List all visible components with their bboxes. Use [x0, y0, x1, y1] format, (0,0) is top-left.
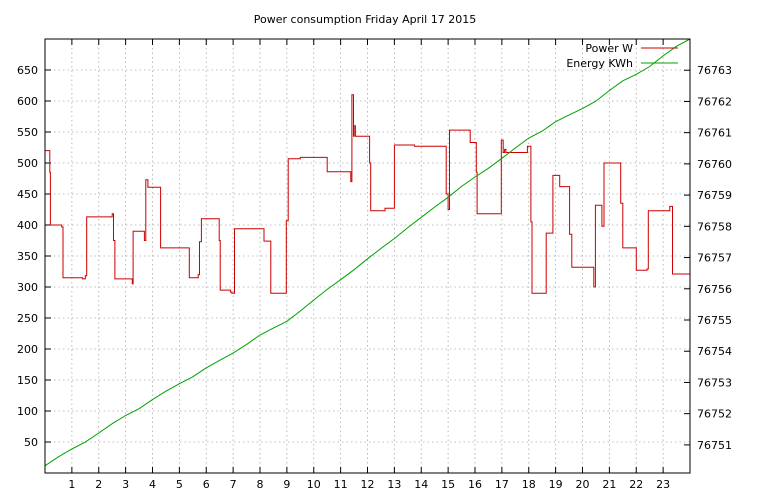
- y2-tick-label: 76752: [697, 408, 732, 421]
- y-tick-label: 300: [17, 281, 38, 294]
- x-tick-label: 6: [203, 478, 210, 491]
- x-tick-label: 2: [95, 478, 102, 491]
- series-layer: [44, 38, 691, 467]
- x-tick-label: 18: [522, 478, 536, 491]
- y-tick-label: 100: [17, 405, 38, 418]
- x-tick-label: 19: [549, 478, 563, 491]
- x-tick-label: 5: [176, 478, 183, 491]
- y2-tick-label: 76757: [697, 252, 732, 265]
- x-tick-label: 1: [68, 478, 75, 491]
- y-tick-label: 400: [17, 219, 38, 232]
- x-tick-label: 8: [257, 478, 264, 491]
- x-tick-label: 12: [361, 478, 375, 491]
- y-tick-label: 50: [24, 436, 38, 449]
- y-tick-label: 650: [17, 64, 38, 77]
- grid: [45, 39, 690, 473]
- chart-title: Power consumption Friday April 17 2015: [254, 13, 476, 26]
- x-tick-label: 9: [283, 478, 290, 491]
- legend-label: Power W: [585, 42, 633, 55]
- x-tick-label: 21: [602, 478, 616, 491]
- x-tick-label: 23: [656, 478, 670, 491]
- x-tick-label: 14: [414, 478, 428, 491]
- y-tick-label: 600: [17, 95, 38, 108]
- y-tick-label: 550: [17, 126, 38, 139]
- y-tick-label: 150: [17, 374, 38, 387]
- x-tick-label: 4: [149, 478, 156, 491]
- series-line-energy-kwh: [44, 38, 691, 467]
- y2-tick-label: 76760: [697, 158, 732, 171]
- y-tick-label: 500: [17, 157, 38, 170]
- x-tick-label: 11: [334, 478, 348, 491]
- y2-tick-label: 76761: [697, 127, 732, 140]
- series-line-power-w: [45, 94, 690, 294]
- x-tick-label: 17: [495, 478, 509, 491]
- legend: Power W Energy KWh: [566, 42, 678, 70]
- y2-tick-label: 76754: [697, 345, 732, 358]
- y2-tick-label: 76762: [697, 95, 732, 108]
- y2-tick-label: 76758: [697, 220, 732, 233]
- x-tick-label: 7: [230, 478, 237, 491]
- y-tick-label: 250: [17, 312, 38, 325]
- y2-tick-label: 76756: [697, 283, 732, 296]
- x-tick-label: 13: [387, 478, 401, 491]
- plot-frame: [44, 38, 691, 474]
- y2-tick-label: 76751: [697, 439, 732, 452]
- y-tick-label: 450: [17, 188, 38, 201]
- x-tick-label: 20: [576, 478, 590, 491]
- x-tick-label: 22: [629, 478, 643, 491]
- y2-tick-label: 76763: [697, 64, 732, 77]
- x-tick-label: 3: [122, 478, 129, 491]
- axis-ticks: 1 2 3 4 5 6 7 8 9 10 11 12 13 14 15 16 17 18 19 20 21 22 23501…: [17, 39, 732, 491]
- legend-label: Energy KWh: [566, 57, 633, 70]
- y2-tick-label: 76753: [697, 376, 732, 389]
- y2-tick-label: 76755: [697, 314, 732, 327]
- x-tick-label: 10: [307, 478, 321, 491]
- x-tick-label: 16: [468, 478, 482, 491]
- y-tick-label: 200: [17, 343, 38, 356]
- y-tick-label: 350: [17, 250, 38, 263]
- y2-tick-label: 76759: [697, 189, 732, 202]
- x-tick-label: 15: [441, 478, 455, 491]
